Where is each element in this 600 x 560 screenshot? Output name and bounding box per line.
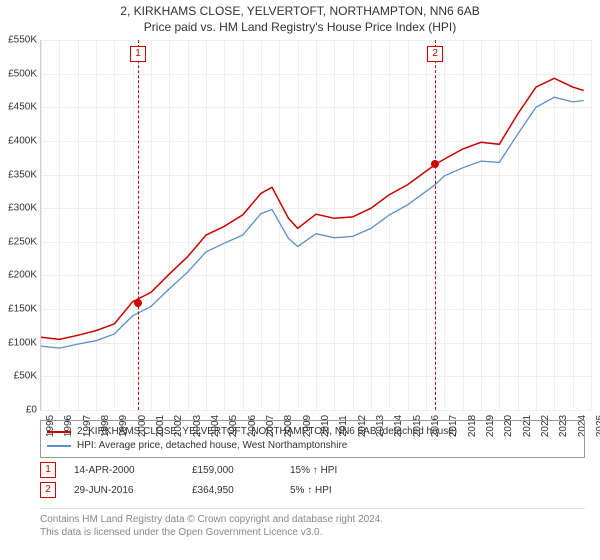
y-axis-label: £0 — [26, 405, 41, 416]
chart-lines — [41, 40, 591, 410]
series-hpi — [41, 97, 584, 348]
marker-badge: 2 — [427, 46, 443, 62]
event-note: 5% ↑ HPI — [290, 485, 370, 496]
legend-row: 2, KIRKHAMS CLOSE, YELVERTOFT, NORTHAMPT… — [47, 425, 578, 439]
marker-badge: 1 — [130, 46, 146, 62]
y-axis-label: £100K — [8, 337, 41, 348]
legend-label: 2, KIRKHAMS CLOSE, YELVERTOFT, NORTHAMPT… — [77, 425, 457, 439]
event-price: £364,950 — [192, 485, 272, 496]
page-subtitle: Price paid vs. HM Land Registry's House … — [0, 20, 600, 36]
legend-row: HPI: Average price, detached house, West… — [47, 439, 578, 453]
legend-swatch — [47, 431, 71, 433]
y-axis-label: £300K — [8, 203, 41, 214]
x-axis-label: 2025 — [591, 415, 600, 437]
y-axis-label: £200K — [8, 270, 41, 281]
event-badge: 1 — [40, 462, 56, 478]
footer-attribution: Contains HM Land Registry data © Crown c… — [40, 508, 585, 539]
y-axis-label: £50K — [14, 371, 41, 382]
events-table: 1 14-APR-2000 £159,000 15% ↑ HPI 2 29-JUN-201… — [40, 462, 585, 502]
footer-line: This data is licensed under the Open Gov… — [40, 526, 585, 539]
y-axis-label: £550K — [8, 35, 41, 46]
y-axis-label: £500K — [8, 68, 41, 79]
y-axis-label: £450K — [8, 102, 41, 113]
marker-line — [138, 40, 139, 410]
event-date: 29-JUN-2016 — [74, 485, 174, 496]
page-title: 2, KIRKHAMS CLOSE, YELVERTOFT, NORTHAMPT… — [0, 4, 600, 20]
marker-dot — [431, 160, 439, 168]
y-axis-label: £250K — [8, 236, 41, 247]
footer-line: Contains HM Land Registry data © Crown c… — [40, 513, 585, 526]
marker-dot — [134, 299, 142, 307]
event-date: 14-APR-2000 — [74, 465, 174, 476]
event-row: 1 14-APR-2000 £159,000 15% ↑ HPI — [40, 462, 585, 478]
event-badge: 2 — [40, 482, 56, 498]
event-price: £159,000 — [192, 465, 272, 476]
legend-swatch — [47, 445, 71, 447]
event-note: 15% ↑ HPI — [290, 465, 370, 476]
legend-box: 2, KIRKHAMS CLOSE, YELVERTOFT, NORTHAMPT… — [40, 420, 585, 458]
marker-line — [435, 40, 436, 410]
event-row: 2 29-JUN-2016 £364,950 5% ↑ HPI — [40, 482, 585, 498]
legend-label: HPI: Average price, detached house, West… — [77, 439, 347, 453]
y-axis-label: £400K — [8, 135, 41, 146]
y-axis-label: £350K — [8, 169, 41, 180]
series-property — [41, 78, 584, 339]
y-axis-label: £150K — [8, 304, 41, 315]
chart-area: £0£50K£100K£150K£200K£250K£300K£350K£400… — [40, 40, 590, 410]
